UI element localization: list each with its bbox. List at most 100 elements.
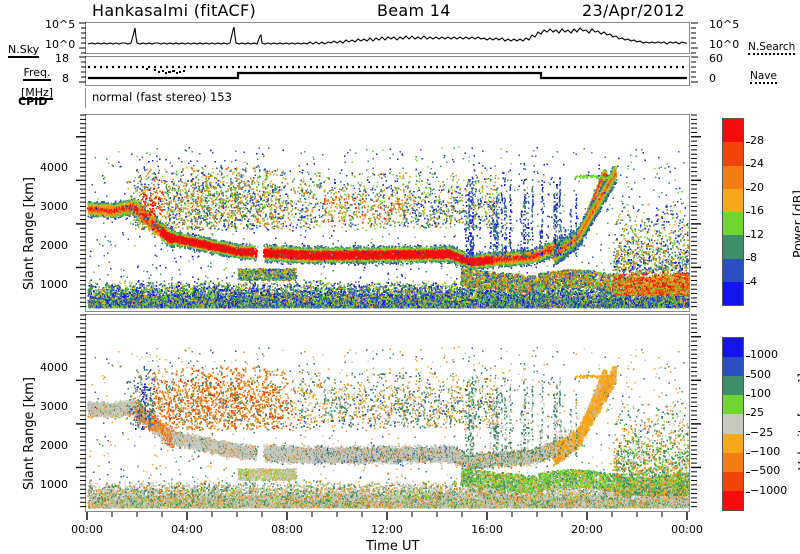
velocity-yaxis-label: Slant Range [km] — [22, 377, 37, 490]
power-colorbar-tick-label: 8 — [750, 251, 757, 264]
velocity-right-ticks — [691, 314, 702, 513]
power-colorbar-tick-label: 24 — [750, 157, 764, 170]
velocity-colorbar-tick-label: −25 — [750, 426, 773, 439]
power-colorbar-tick-mark — [746, 212, 750, 213]
xaxis-ticks — [85, 512, 691, 522]
velocity-colorbar-tick-label: 500 — [750, 368, 771, 381]
xaxis-tick-label: 08:00 — [266, 523, 308, 536]
xaxis-tick-label: 00:00 — [66, 523, 108, 536]
nsearch-side-label: N.Search — [748, 35, 795, 55]
power-colorbar-segment — [723, 212, 743, 235]
nsky-right-ticks — [691, 22, 700, 55]
nsearch-ytick-bottom: 10^0 — [709, 38, 739, 51]
xaxis-tick-label: 00:00 — [666, 523, 708, 536]
velocity-ytick-1000: 1000 — [40, 478, 68, 491]
nsearch-ytick-top: 10^5 — [709, 18, 739, 31]
velocity-colorbar-segment — [723, 357, 743, 376]
nsky-left-ticks — [77, 22, 86, 55]
velocity-colorbar-segment — [723, 376, 743, 395]
velocity-colorbar-tick-mark — [746, 376, 750, 377]
velocity-colorbar-tick-mark — [746, 472, 750, 473]
velocity-scatter — [86, 315, 689, 511]
power-yaxis-label: Slant Range [km] — [22, 177, 37, 290]
velocity-colorbar-tick-label: 100 — [750, 387, 771, 400]
velocity-colorbar-tick-mark — [746, 414, 750, 415]
velocity-colorbar-segment — [723, 414, 743, 433]
velocity-colorbar-segment — [723, 472, 743, 491]
power-colorbar-tick-mark — [746, 236, 750, 237]
power-colorbar-tick-mark — [746, 189, 750, 190]
velocity-colorbar-tick-mark — [746, 395, 750, 396]
velocity-colorbar-title: Velocity [m s⁻¹] — [795, 373, 800, 470]
power-colorbar — [722, 118, 744, 306]
velocity-colorbar-tick-label: −500 — [750, 464, 780, 477]
velocity-colorbar-segment — [723, 395, 743, 414]
power-colorbar-tick-label: 4 — [750, 275, 757, 288]
power-colorbar-segment — [723, 166, 743, 189]
cpid-text: normal (fast stereo) 153 — [92, 90, 232, 104]
velocity-colorbar-tick-label: 25 — [750, 406, 764, 419]
power-colorbar-segment — [723, 189, 743, 212]
nsky-trace — [86, 23, 689, 53]
xaxis-tick-label: 20:00 — [566, 523, 608, 536]
xaxis-tick-label: 04:00 — [166, 523, 208, 536]
power-ytick-2000: 2000 — [40, 239, 68, 252]
power-left-ticks — [75, 114, 86, 313]
power-colorbar-segment — [723, 235, 743, 258]
power-colorbar-segment — [723, 119, 743, 142]
power-colorbar-tick-label: 16 — [750, 204, 764, 217]
velocity-colorbar — [722, 337, 744, 511]
power-ytick-1000: 1000 — [40, 278, 68, 291]
date-label: 23/Apr/2012 — [582, 1, 685, 20]
nsky-side-label: N.Sky — [8, 38, 39, 58]
velocity-colorbar-tick-mark — [746, 453, 750, 454]
velocity-panel — [85, 314, 690, 512]
nsky-ytick-bottom: 10^0 — [45, 38, 75, 51]
velocity-colorbar-segment — [723, 453, 743, 472]
nave-ytick-top: 60 — [709, 52, 723, 65]
velocity-colorbar-tick-label: 1000 — [750, 348, 778, 361]
velocity-left-ticks — [75, 314, 86, 513]
velocity-colorbar-tick-mark — [746, 356, 750, 357]
xaxis-tick-labels: 00:00 04:00 08:00 12:00 16:00 20:00 00:00 — [0, 523, 800, 539]
freq-left-ticks — [77, 56, 86, 87]
velocity-colorbar-tick-mark — [746, 492, 750, 493]
power-colorbar-tick-label: 12 — [750, 228, 764, 241]
power-colorbar-tick-mark — [746, 142, 750, 143]
power-colorbar-tick-label: 28 — [750, 134, 764, 147]
nave-ytick-bottom: 0 — [709, 72, 716, 85]
velocity-colorbar-tick-mark — [746, 434, 750, 435]
power-colorbar-tick-mark — [746, 283, 750, 284]
power-colorbar-segment — [723, 282, 743, 305]
power-colorbar-tick-mark — [746, 259, 750, 260]
power-ytick-3000: 3000 — [40, 200, 68, 213]
xaxis-tick-label: 16:00 — [466, 523, 508, 536]
xaxis-tick-label: 12:00 — [366, 523, 408, 536]
power-panel — [85, 114, 690, 312]
freq-panel — [85, 56, 690, 86]
page-title: Hankasalmi (fitACF) — [92, 1, 256, 20]
power-colorbar-segment — [723, 259, 743, 282]
velocity-ytick-3000: 3000 — [40, 400, 68, 413]
power-colorbar-tick-label: 20 — [750, 181, 764, 194]
freq-ytick-bottom: 8 — [62, 72, 69, 85]
power-ytick-4000: 4000 — [40, 161, 68, 174]
velocity-colorbar-tick-label: −100 — [750, 445, 780, 458]
nsky-panel — [85, 22, 690, 54]
power-right-ticks — [691, 114, 702, 313]
nave-side-label: Nave — [750, 64, 777, 84]
freq-nave-traces — [86, 57, 689, 85]
freq-ytick-top: 18 — [55, 52, 69, 65]
power-colorbar-title: Power [dB] — [790, 190, 800, 258]
freq-noise-blob — [146, 68, 185, 74]
power-colorbar-ticks: 28 24 20 16 12 8 4 — [746, 118, 786, 306]
power-colorbar-segment — [723, 142, 743, 165]
velocity-ytick-2000: 2000 — [40, 439, 68, 452]
velocity-colorbar-ticks: 1000 500 100 25 −25 −100 −500 −1000 — [746, 337, 794, 511]
nsky-ytick-top: 10^5 — [45, 18, 75, 31]
velocity-colorbar-tick-label: −1000 — [750, 484, 787, 497]
xaxis-label: Time UT — [366, 539, 419, 554]
cpid-side-label: CPID — [18, 90, 47, 109]
velocity-colorbar-segment — [723, 434, 743, 453]
cpid-panel: normal (fast stereo) 153 — [85, 88, 690, 108]
